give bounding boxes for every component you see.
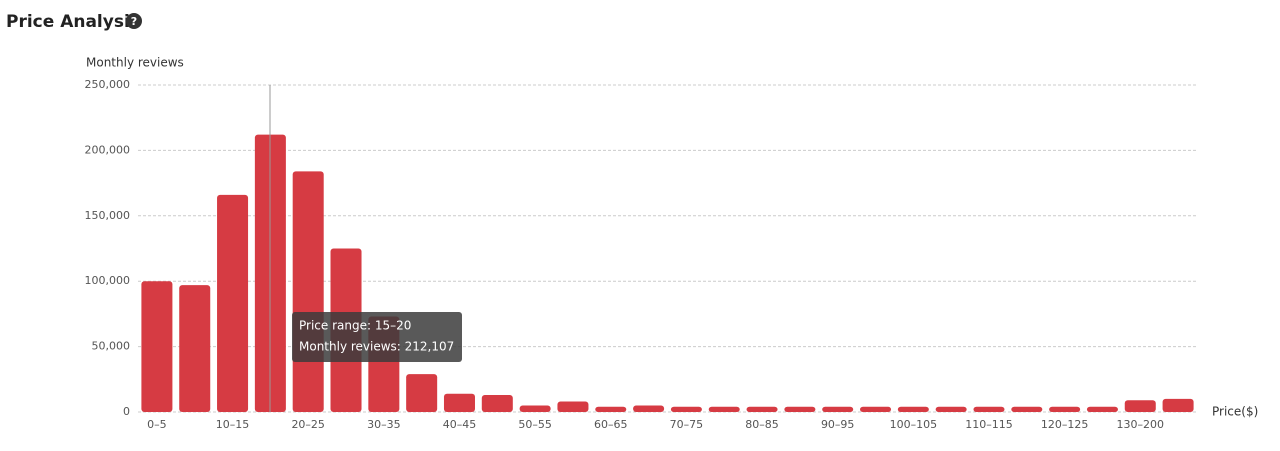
tooltip: Price range: 15–20 Monthly reviews: 212,…: [292, 312, 462, 362]
y-axis-label: Monthly reviews: [86, 56, 184, 70]
bar: [935, 406, 967, 412]
bar: [179, 285, 211, 412]
x-tick-label: 110–115: [965, 418, 1013, 431]
bar: [217, 194, 249, 412]
x-tick-label: 100–105: [890, 418, 938, 431]
x-axis-label: Price($): [1212, 405, 1258, 419]
y-tick-label: 0: [123, 405, 130, 418]
bar: [481, 394, 513, 412]
x-tick-label: 40–45: [443, 418, 477, 431]
bar: [1162, 398, 1194, 412]
bar: [1011, 406, 1043, 412]
bar: [141, 281, 173, 412]
svg-text:?: ?: [131, 15, 137, 28]
bar: [443, 393, 475, 412]
bar: [633, 405, 665, 412]
x-tick-label: 20–25: [291, 418, 325, 431]
bar: [897, 406, 929, 412]
bar: [973, 406, 1005, 412]
bar: [557, 401, 589, 412]
tooltip-line: Price range: 15–20: [299, 319, 411, 333]
bar: [595, 406, 627, 412]
bar: [670, 406, 702, 412]
bar: [708, 406, 740, 412]
x-tick-label: 60–65: [594, 418, 628, 431]
x-tick-label: 80–85: [745, 418, 779, 431]
y-tick-label: 200,000: [85, 143, 131, 156]
tooltip-line: Monthly reviews: 212,107: [299, 340, 454, 354]
x-tick-label: 120–125: [1041, 418, 1089, 431]
x-tick-label: 70–75: [670, 418, 704, 431]
x-tick-label: 0–5: [147, 418, 167, 431]
bar: [1086, 406, 1118, 412]
y-tick-label: 50,000: [92, 340, 131, 353]
x-tick-label: 130–200: [1117, 418, 1165, 431]
x-tick-label: 30–35: [367, 418, 401, 431]
help-icon[interactable]: ?: [126, 13, 142, 29]
bar: [784, 406, 816, 412]
bar: [292, 171, 324, 412]
chart-title: Price Analysis: [6, 12, 140, 32]
y-tick-label: 150,000: [85, 209, 131, 222]
bar: [519, 405, 551, 412]
bar: [746, 406, 778, 412]
x-tick-label: 50–55: [518, 418, 552, 431]
x-tick-label: 90–95: [821, 418, 855, 431]
bar: [860, 406, 892, 412]
tooltip-box: [292, 312, 462, 362]
y-tick-label: 250,000: [85, 78, 131, 91]
y-tick-label: 100,000: [85, 274, 131, 287]
plot: 0 50,000 100,000 150,000 200,000 250,000 0–5 10…: [85, 78, 1197, 431]
bar: [822, 406, 854, 412]
bar: [1049, 406, 1081, 412]
bar: [1124, 400, 1156, 412]
x-tick-label: 10–15: [216, 418, 250, 431]
bar: [406, 374, 438, 412]
